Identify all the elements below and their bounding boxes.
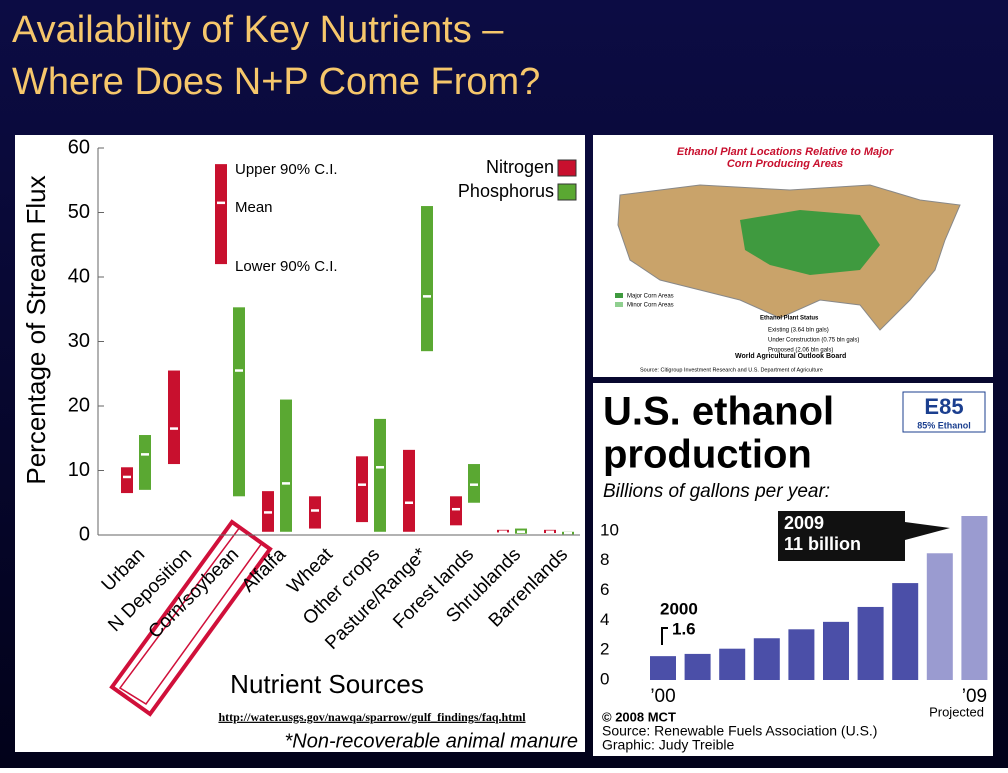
link[interactable]: http://water.usgs.gov/nawqa/sparrow/gulf…	[218, 710, 526, 724]
map-title: Corn Producing Areas	[727, 158, 843, 170]
range-bar	[309, 496, 321, 529]
bar	[926, 553, 953, 680]
credit: Source: Renewable Fuels Association (U.S…	[602, 723, 877, 739]
range-bar	[450, 496, 462, 526]
y-axis-label: Percentage of Stream Flux	[21, 175, 51, 484]
slide-title: Where Does N+P Come From?	[12, 61, 540, 103]
y-tick-label: 6	[600, 580, 609, 599]
x-axis-label: Nutrient Sources	[230, 669, 424, 699]
range-bar	[215, 164, 227, 265]
range-bar	[468, 464, 480, 503]
chart-title: U.S. ethanol	[603, 390, 834, 434]
y-tick-label: 30	[68, 330, 90, 352]
range-bar	[403, 449, 415, 532]
chart-title: production	[603, 433, 812, 477]
map-legend: Under Construction (0.75 bln gals)	[768, 338, 859, 344]
callout-bracket	[661, 627, 668, 645]
highlight-box	[118, 525, 264, 706]
y-tick-label: 10	[68, 459, 90, 481]
y-tick-label: 0	[79, 523, 90, 545]
x-tick-label: ’00	[650, 686, 675, 707]
range-bar	[374, 418, 386, 532]
bar	[961, 516, 988, 680]
panel	[15, 135, 585, 752]
range-bar	[280, 399, 292, 532]
logo	[902, 391, 986, 433]
legend-label: Phosphorus	[458, 181, 554, 201]
annotation: Mean	[235, 199, 273, 216]
map-legend: Ethanol Plant Status	[760, 316, 819, 322]
annotation: 2000	[660, 599, 698, 618]
bar	[650, 656, 676, 680]
panel	[593, 383, 993, 756]
legend-swatch	[615, 293, 623, 298]
range-bar	[139, 435, 151, 490]
credit: © 2008 MCT	[602, 709, 676, 724]
chart-subtitle: Billions of gallons per year:	[603, 481, 830, 502]
credit: Graphic: Judy Treible	[602, 737, 734, 753]
legend-swatch	[557, 183, 577, 201]
range-bar	[168, 370, 180, 465]
annotation: 2009	[784, 513, 824, 533]
map-legend: Proposed (2.06 bln gals)	[768, 348, 833, 354]
map-legend: Minor Corn Areas	[627, 303, 674, 309]
bar	[719, 648, 746, 680]
bar	[823, 621, 849, 680]
range-bar	[121, 467, 133, 494]
bar	[684, 653, 711, 680]
map-credit: World Agricultural Outlook Board	[735, 353, 846, 360]
logo-text: 85% Ethanol	[917, 420, 971, 430]
map-corn-area	[740, 210, 880, 275]
y-tick-label: 2	[600, 640, 609, 659]
slide-title: Availability of Key Nutrients –	[12, 9, 504, 51]
bar	[857, 606, 884, 680]
y-tick-label: 50	[68, 201, 90, 223]
bar	[892, 583, 919, 680]
y-tick-label: 4	[600, 610, 609, 629]
y-tick-label: 10	[600, 520, 619, 539]
bar	[788, 629, 815, 680]
annotation: 11 billion	[784, 534, 861, 554]
annotation: Lower 90% C.I.	[235, 258, 338, 275]
footnote: *Non-recoverable animal manure	[285, 730, 578, 752]
y-tick-label: 0	[600, 669, 609, 688]
y-tick-label: 60	[68, 136, 90, 158]
y-tick-label: 20	[68, 394, 90, 416]
x-tick-label: ’09	[962, 686, 987, 707]
annotation: 1.6	[672, 619, 696, 638]
legend-label: Nitrogen	[486, 157, 554, 177]
annotation: Projected	[929, 704, 984, 719]
y-tick-label: 40	[68, 265, 90, 287]
map-legend: Existing (3.64 bln gals)	[768, 328, 829, 334]
range-bar	[356, 456, 368, 523]
logo-text: E85	[924, 394, 963, 419]
annotation: Upper 90% C.I.	[235, 161, 338, 178]
legend-swatch	[557, 159, 577, 177]
range-bar	[421, 206, 433, 352]
callout-pointer	[905, 522, 950, 540]
map-title: Ethanol Plant Locations Relative to Majo…	[677, 146, 894, 158]
range-bar	[233, 307, 245, 497]
legend-swatch	[615, 302, 623, 307]
map-source: Source: Citigroup Investment Research an…	[640, 367, 823, 373]
y-tick-label: 8	[600, 550, 609, 569]
map-legend: Major Corn Areas	[627, 294, 674, 300]
bar	[753, 638, 780, 680]
callout-box	[778, 511, 905, 561]
